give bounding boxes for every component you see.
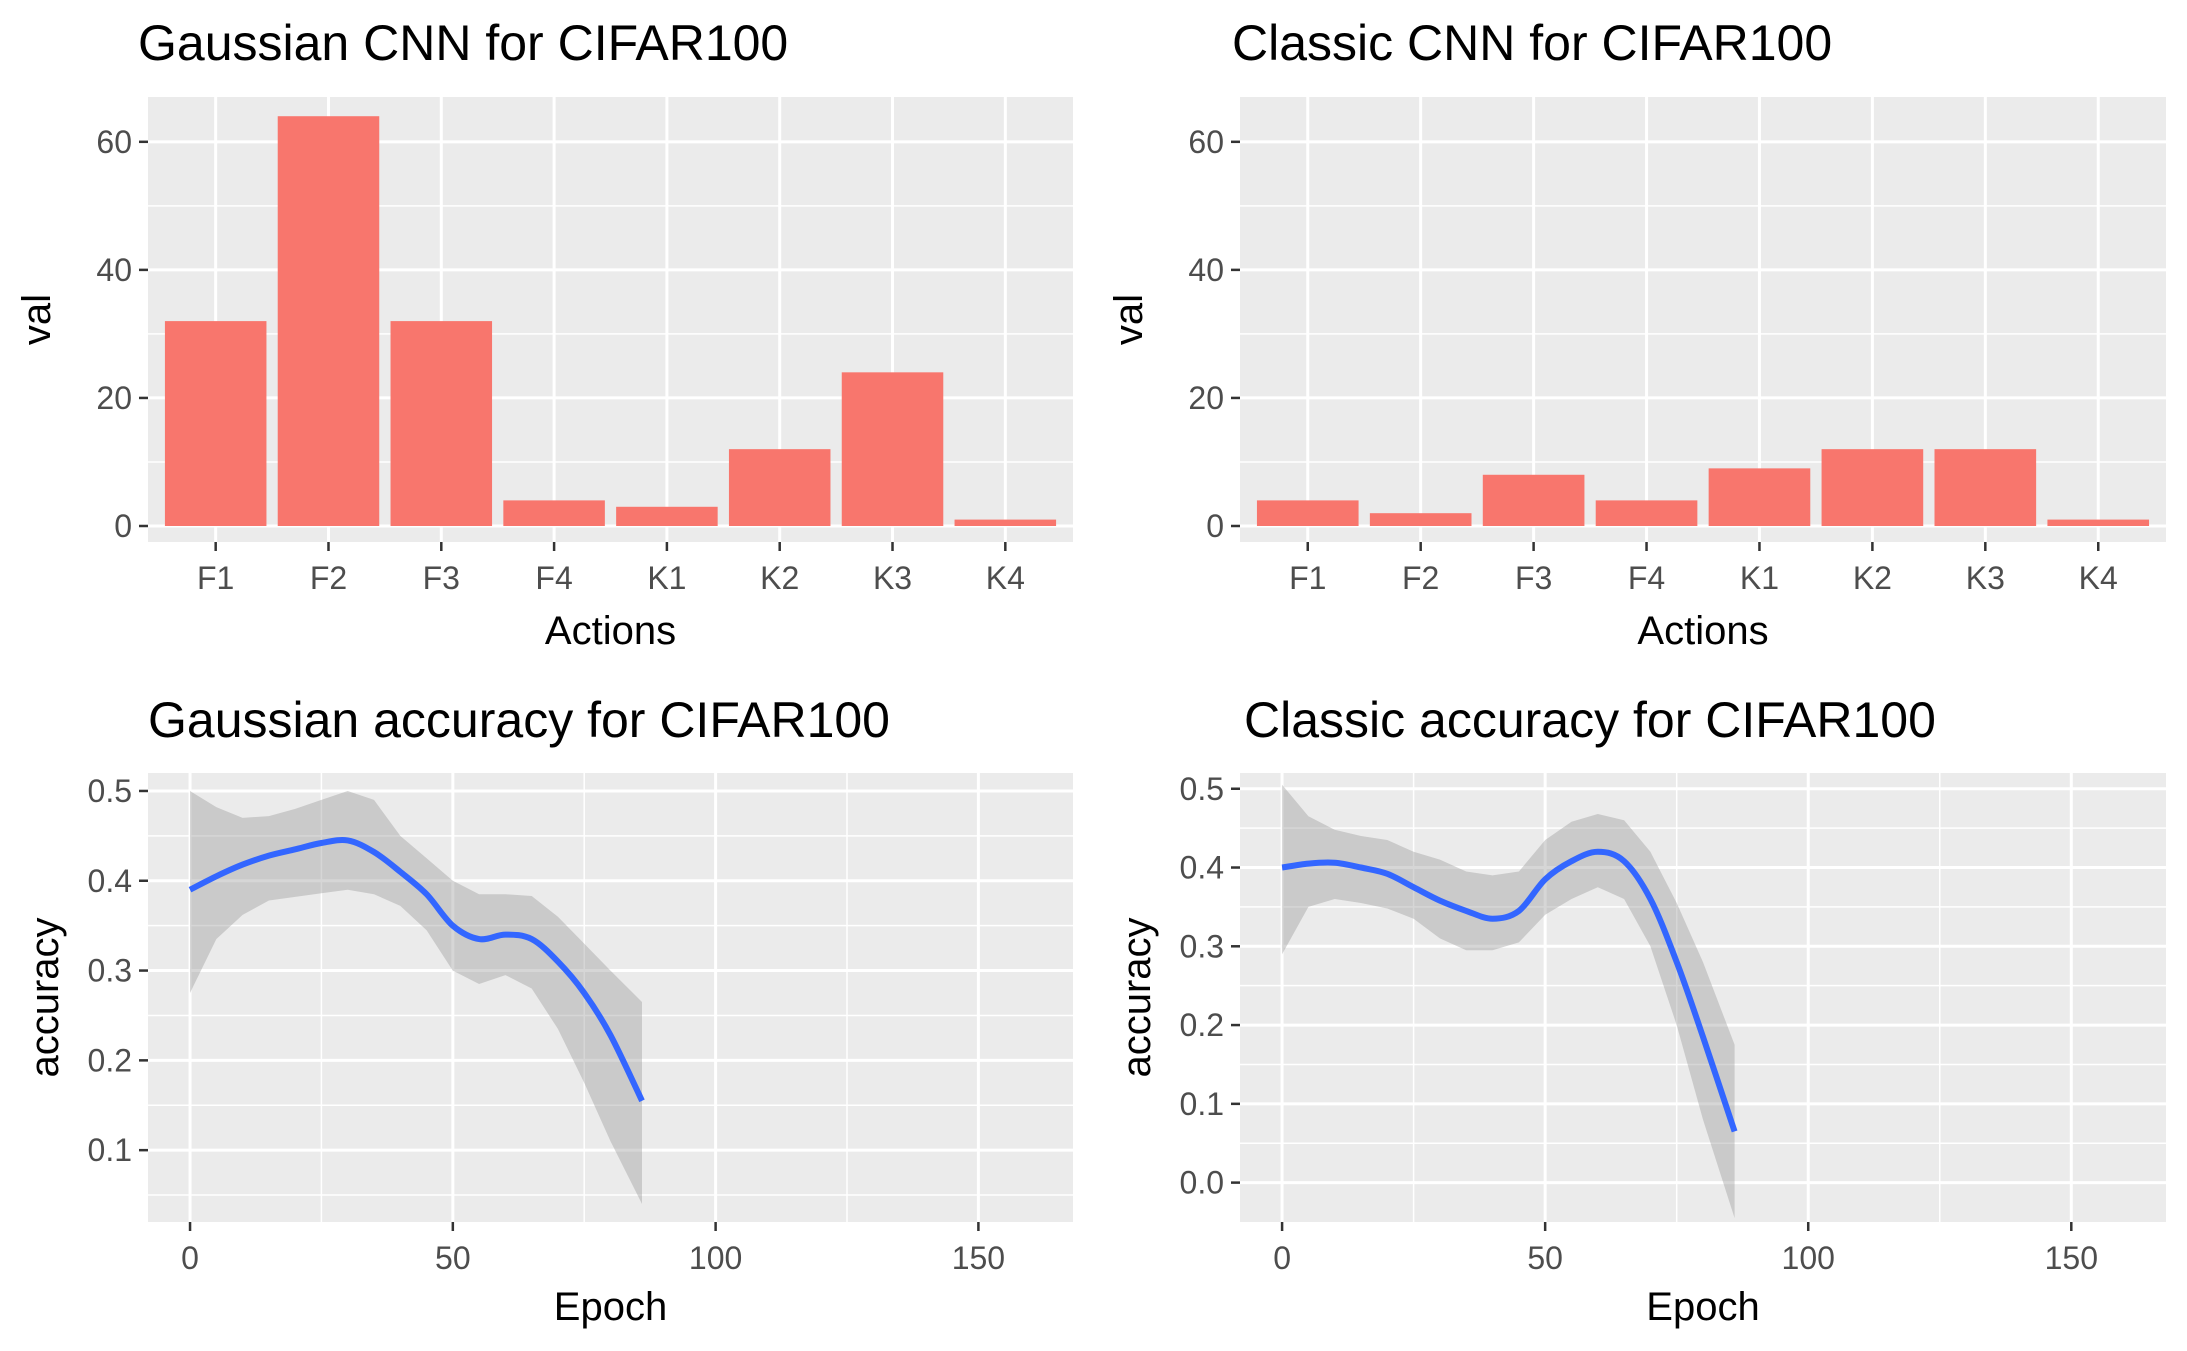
- confidence-band: [190, 791, 642, 1204]
- smooth-line: [1281, 848, 1738, 1133]
- x-tick-label: 0: [181, 1240, 199, 1276]
- x-tick-label: F2: [310, 560, 347, 596]
- x-tick-label: K3: [1966, 560, 2005, 596]
- y-tick-label: 0.5: [88, 773, 132, 809]
- y-tick-label: 20: [96, 380, 132, 416]
- y-tick-label: 0: [114, 508, 132, 544]
- chart-title: Gaussian CNN for CIFAR100: [138, 15, 788, 71]
- y-tick-label: 0.1: [1180, 1086, 1224, 1122]
- y-tick-label: 0.1: [88, 1132, 132, 1168]
- bar-F2: [1369, 513, 1472, 526]
- y-axis-title: accuracy: [1115, 917, 1159, 1077]
- x-tick-label: 50: [1527, 1240, 1563, 1276]
- bar-F1: [164, 321, 267, 526]
- chart-classic-accuracy: 0.0 0.1 0.2 0.3 0.4 0.5 0 50 100 150 Classic accur…: [1115, 692, 2166, 1329]
- x-axis-title: Actions: [545, 609, 676, 653]
- y-tick-label: 0.2: [88, 1042, 132, 1078]
- y-tick-label: 0.3: [88, 953, 132, 989]
- chart-gaussian-cnn: 0 20 40 60 F1 F2 F3 F4 K1 K2 K3 K4 Gaussian CNN for …: [15, 15, 1073, 653]
- bar-K3: [841, 372, 944, 526]
- x-tick-label: F3: [1515, 560, 1552, 596]
- x-tick-label: F1: [1289, 560, 1326, 596]
- bar-K4: [954, 519, 1057, 526]
- y-tick-label: 0.5: [1180, 771, 1224, 807]
- x-tick-label: F4: [1628, 560, 1665, 596]
- chart-classic-cnn: 0 20 40 60 F1 F2 F3 F4 K1 K2 K3 K4 Classic CNN for C…: [1107, 15, 2166, 653]
- bar-K1: [616, 506, 718, 526]
- x-tick-label: F1: [197, 560, 234, 596]
- bar-F4: [503, 500, 605, 526]
- y-tick-label: 0.2: [1180, 1007, 1224, 1043]
- chart-title: Classic accuracy for CIFAR100: [1244, 692, 1936, 748]
- y-tick-label: 0: [1206, 508, 1224, 544]
- plot-panel: [1240, 773, 2166, 1222]
- x-tick-label: K3: [873, 560, 912, 596]
- chart-title: Classic CNN for CIFAR100: [1232, 15, 1832, 71]
- y-tick-label: 40: [1188, 252, 1224, 288]
- x-tick-label: K2: [760, 560, 799, 596]
- smooth-line: [188, 836, 645, 1103]
- x-tick-label: K4: [986, 560, 1025, 596]
- x-tick-label: K1: [1740, 560, 1779, 596]
- bar-K4: [2047, 519, 2150, 526]
- bar-K2: [728, 449, 831, 526]
- y-tick-label: 0.4: [1180, 850, 1224, 886]
- x-tick-label: K2: [1853, 560, 1892, 596]
- bar-F1: [1256, 500, 1359, 526]
- bar-F2: [277, 116, 380, 526]
- x-axis-title: Epoch: [554, 1285, 667, 1329]
- y-tick-label: 0.3: [1180, 928, 1224, 964]
- y-tick-label: 0.4: [88, 863, 132, 899]
- bar-K2: [1821, 449, 1924, 526]
- x-tick-label: F2: [1402, 560, 1439, 596]
- y-axis-title: val: [1107, 294, 1151, 345]
- x-tick-label: 150: [2045, 1240, 2098, 1276]
- bar-F3: [390, 321, 493, 526]
- y-axis-title: accuracy: [23, 917, 67, 1077]
- x-tick-label: 150: [952, 1240, 1005, 1276]
- x-axis-title: Epoch: [1646, 1285, 1759, 1329]
- y-axis-title: val: [15, 294, 59, 345]
- chart-title: Gaussian accuracy for CIFAR100: [148, 692, 890, 748]
- y-tick-label: 0.0: [1180, 1165, 1224, 1201]
- bar-F4: [1595, 500, 1698, 526]
- bar-F3: [1482, 474, 1585, 526]
- x-tick-label: F3: [423, 560, 460, 596]
- x-tick-label: K4: [2079, 560, 2118, 596]
- x-tick-label: 100: [1782, 1240, 1835, 1276]
- x-tick-label: 100: [689, 1240, 742, 1276]
- confidence-band: [1282, 784, 1735, 1219]
- y-tick-label: 60: [96, 124, 132, 160]
- x-tick-label: K1: [647, 560, 686, 596]
- bar-K1: [1708, 468, 1811, 526]
- x-tick-label: F4: [535, 560, 572, 596]
- x-tick-label: 50: [435, 1240, 471, 1276]
- x-tick-label: 0: [1273, 1240, 1291, 1276]
- y-tick-label: 60: [1188, 124, 1224, 160]
- bar-K3: [1934, 449, 2037, 526]
- y-tick-label: 40: [96, 252, 132, 288]
- y-tick-label: 20: [1188, 380, 1224, 416]
- chart-gaussian-accuracy: 0.1 0.2 0.3 0.4 0.5 0 50 100 150 Gaussian accurac…: [23, 692, 1073, 1329]
- x-axis-title: Actions: [1637, 609, 1768, 653]
